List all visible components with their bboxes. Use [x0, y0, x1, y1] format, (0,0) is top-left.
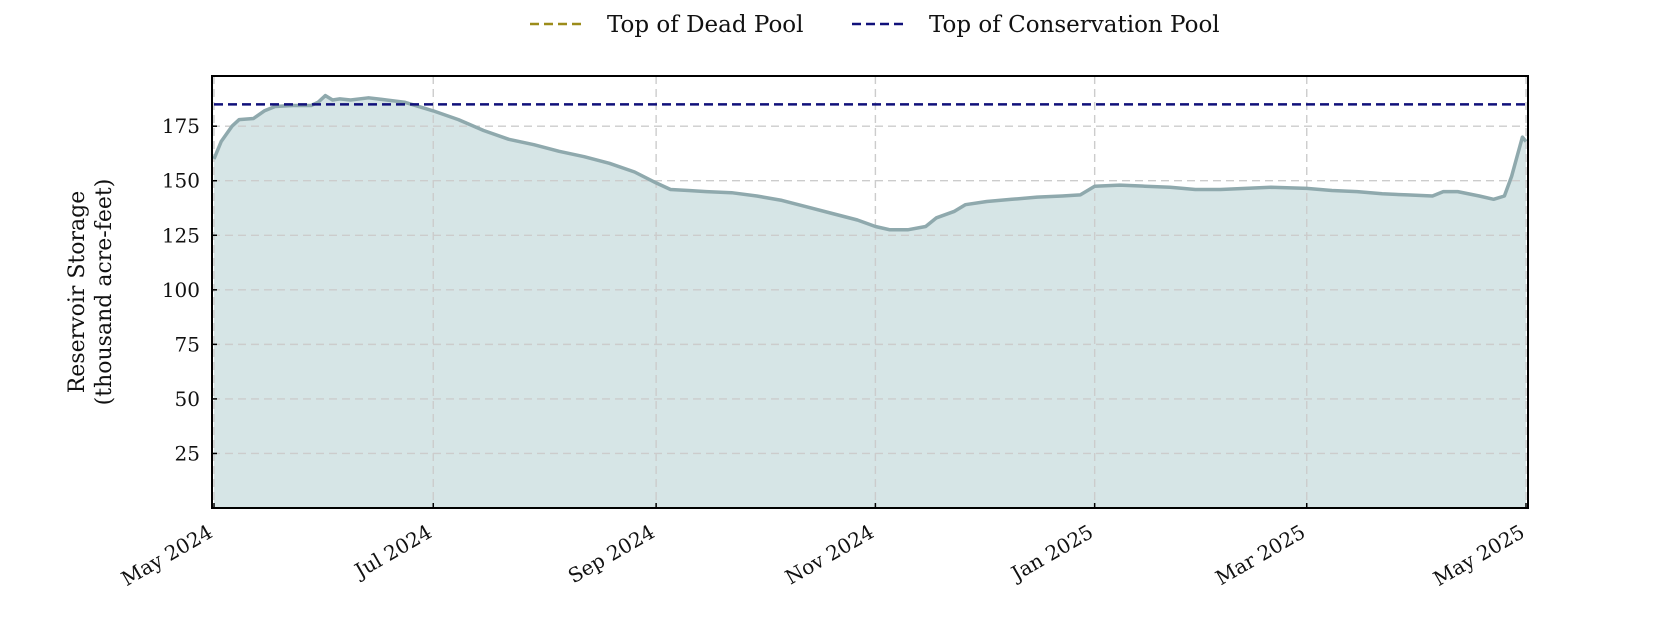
x-tick-label: Sep 2024: [564, 520, 659, 589]
x-tick-label: Jul 2024: [349, 520, 436, 584]
legend-label: Top of Dead Pool: [607, 12, 804, 38]
y-axis-label-line: Reservoir Storage: [65, 191, 90, 394]
x-tick-label: Mar 2025: [1211, 520, 1309, 590]
legend: Top of Dead Pool Top of Conservation Pool: [530, 12, 1220, 38]
y-axis: 25 50 75 100 125 150 175: [162, 114, 217, 465]
y-tick-label: 150: [162, 169, 200, 193]
plot-area: [211, 75, 1529, 509]
y-tick-label: 175: [162, 114, 200, 138]
storage-line: [212, 93, 1528, 232]
y-axis-label-line: (thousand acre-feet): [92, 179, 117, 406]
legend-label: Top of Conservation Pool: [929, 12, 1220, 38]
y-tick-label: 75: [175, 332, 200, 356]
storage-area-fill: [214, 95, 1526, 508]
x-tick-label: May 2024: [117, 520, 216, 591]
plot-frame: [211, 75, 1529, 509]
x-tick-label: Jan 2025: [1005, 520, 1097, 587]
y-tick-label: 50: [175, 387, 200, 411]
x-tick-label: Nov 2024: [781, 520, 878, 590]
y-tick-label: 100: [162, 278, 200, 302]
y-tick-label: 25: [175, 441, 200, 465]
y-axis-label: Reservoir Storage(thousand acre-feet): [65, 179, 117, 406]
x-tick-label: May 2025: [1429, 520, 1528, 591]
y-tick-label: 125: [162, 223, 200, 247]
x-axis: May 2024 Jul 2024 Sep 2024 Nov 2024 Jan 2025…: [117, 503, 1529, 591]
